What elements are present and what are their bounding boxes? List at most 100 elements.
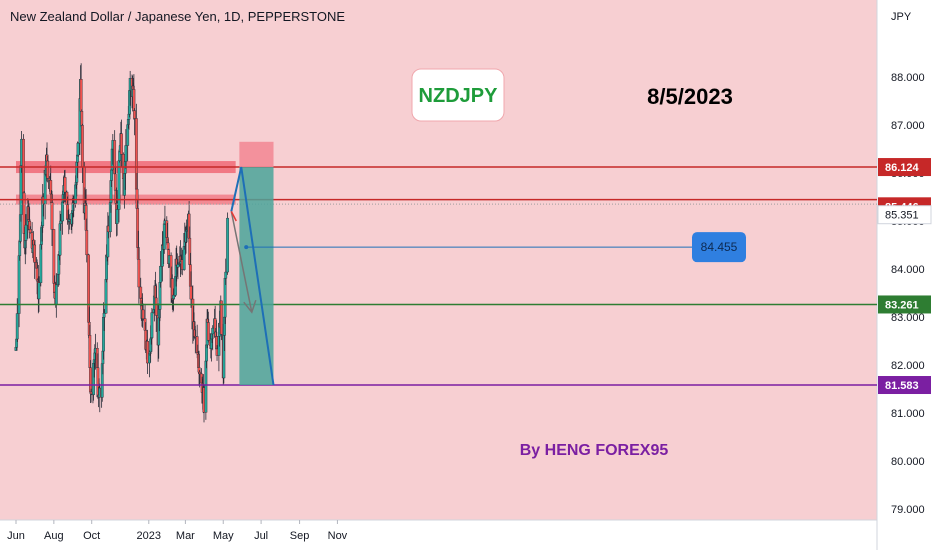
candle-body [117,160,121,210]
candle-body [159,266,162,283]
projection-path-red [230,211,237,222]
candle-body [89,391,93,395]
price-tag-83261-label: 83.261 [885,299,919,311]
price-tag-81583-label: 81.583 [885,380,919,392]
y-tick-label: 84.000 [891,264,925,276]
candle-body [63,177,67,193]
projection-path-primary [230,166,275,386]
candle-body [224,271,228,279]
x-tick-label: Oct [83,530,100,542]
projection-path-alt [230,211,253,313]
candle-body [19,165,23,215]
candle-body [198,371,202,375]
candle-body [162,223,166,250]
candle-body [154,297,158,316]
y-tick-label: 88.000 [891,72,925,84]
candle-body [132,89,136,111]
x-tick-label: 2023 [137,530,161,542]
price-tag-81583-bg [878,376,931,395]
candle-body [211,327,215,335]
candle-body [24,224,28,241]
x-tick-label: Mar [176,530,195,542]
level-lines-layer [0,166,877,386]
candle-body [176,264,180,268]
candle-body [79,79,83,112]
symbol-label: NZDJPY [419,85,499,107]
candle-body [89,367,92,393]
y-tick-label: 83.000 [891,312,925,324]
candle-body [46,160,50,179]
stop-loss-zone [239,141,274,168]
candle-body [28,229,32,233]
candle-body [120,133,123,155]
candle-body [150,312,154,338]
author-annotation: By HENG FOREX95 [520,442,669,459]
projection-arrows-layer: 84.455 [230,166,746,386]
time-axis-background [0,520,877,550]
x-tick-label: May [213,530,234,542]
projection-arrowhead-alt [243,299,257,314]
candle-body [133,110,136,119]
date-annotation: 8/5/2023 [647,84,733,109]
candle-body [18,241,22,256]
candle-body [182,246,186,270]
x-tick-label: Aug [44,530,64,542]
chart-title: New Zealand Dollar / Japanese Yen, 1D, P… [10,9,345,24]
candle-body [54,284,58,305]
callout-box[interactable] [692,232,746,263]
callout-anchor-dot [244,245,249,250]
symbol-box[interactable]: NZDJPY [411,68,505,122]
candle-body [59,220,63,224]
candle-body [61,201,64,222]
candle-body [15,313,19,340]
candle-body [139,286,143,299]
candle-body [80,125,84,167]
y-tick-label: 81.000 [891,408,925,420]
price-tag-86124-bg [878,158,931,177]
candle-body [110,169,113,181]
symbol-box-frame [411,68,505,122]
candle-body [80,111,84,126]
y-tick-label: 80.000 [891,456,925,468]
price-axis-background [877,0,932,550]
candle-body [39,244,43,283]
price-tag-83261-bg [878,295,931,314]
candle-body [52,229,56,284]
candle-body [22,138,25,194]
candle-body [206,322,210,341]
x-tick-label: Sep [290,530,310,542]
candle-body [219,300,223,335]
candle-body [172,295,176,299]
price-tag-86124-label: 86.124 [885,162,920,174]
candle-body [35,267,39,281]
candle-body [124,145,128,162]
y-tick-label: 82.000 [891,360,925,372]
price-axis[interactable]: 79.00080.00081.00082.00083.00084.00085.0… [891,72,925,516]
x-tick-label: Nov [328,530,348,542]
candle-body [226,217,229,273]
currency-label: JPY [891,11,912,23]
callout-label: 84.455 [701,240,738,254]
y-tick-label: 87.000 [891,120,925,132]
x-tick-label: Jul [254,530,268,542]
candle-body [85,230,89,256]
candle-body [102,313,106,318]
candle-body [189,285,193,300]
candle-body [104,279,108,314]
candle-body [37,282,41,300]
y-tick-label: 79.000 [891,504,925,516]
candle-body [113,173,117,191]
x-tick-label: Jun [7,530,25,542]
price-tag-85351-label: 85.351 [885,210,919,222]
candle-body [141,309,145,319]
price-tag-85351-bg [877,205,932,225]
candle-body [115,209,119,224]
candle-body [33,244,37,263]
candle-body [76,142,80,156]
time-axis[interactable]: Jun Aug Oct 2023 Mar May Jul Sep Nov [7,520,348,542]
candle-body [50,202,54,230]
candle-body [137,259,141,288]
